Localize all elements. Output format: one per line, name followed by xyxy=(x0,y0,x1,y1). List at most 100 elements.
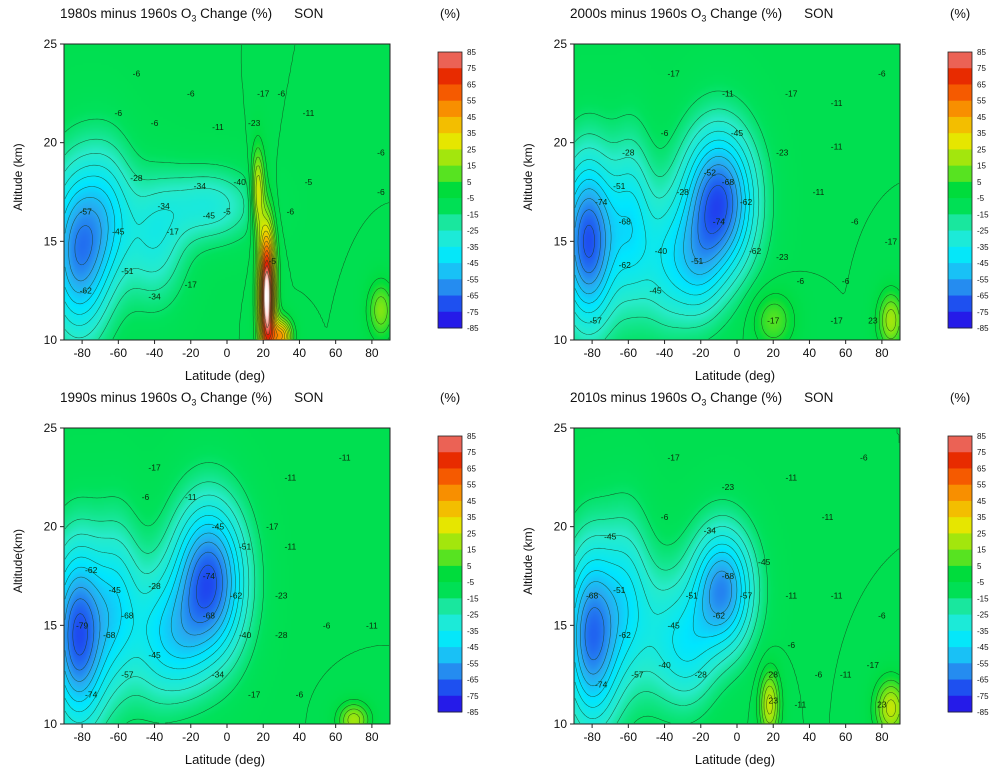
contour-label: -34 xyxy=(157,201,170,211)
contour-label: -45 xyxy=(148,650,161,660)
colorbar-segment xyxy=(438,246,462,264)
colorbar-tick-label: 35 xyxy=(977,129,986,138)
contour-label: -74 xyxy=(713,217,726,227)
x-tick-label: -20 xyxy=(182,730,200,744)
x-tick-label: -80 xyxy=(73,730,91,744)
contour-label: -28 xyxy=(695,670,708,680)
colorbar-segment xyxy=(948,533,972,551)
y-tick-label: 15 xyxy=(44,618,58,632)
contour-label: 23 xyxy=(868,315,878,325)
colorbar-tick-label: 75 xyxy=(467,448,476,457)
contour-label: -6 xyxy=(323,620,331,630)
contour-label: -57 xyxy=(590,315,603,325)
colorbar-segment xyxy=(948,100,972,118)
colorbar-frame xyxy=(947,435,973,713)
colorbar-segment xyxy=(438,263,462,280)
y-tick-label: 25 xyxy=(44,37,58,51)
y-tick-label: 20 xyxy=(44,136,58,150)
contour-label: -11 xyxy=(303,108,315,118)
panel-title: 2010s minus 1960s O3 Change (%) SON xyxy=(570,390,834,408)
colorbar-tick-label: -55 xyxy=(977,275,989,284)
contour-label: -45 xyxy=(203,211,216,221)
contour-label: 28 xyxy=(768,670,778,680)
field-image xyxy=(574,428,900,724)
colorbar-tick-label: 75 xyxy=(467,64,476,73)
x-tick-label: -80 xyxy=(583,730,601,744)
x-tick-label: -40 xyxy=(146,730,164,744)
contour-label: -17 xyxy=(885,236,898,246)
colorbar-segment xyxy=(438,630,462,648)
contour-label: -51 xyxy=(686,591,699,601)
contour-label: -17 xyxy=(785,88,798,98)
contour-label: -40 xyxy=(658,660,671,670)
contour-label: -57 xyxy=(80,207,93,217)
colorbar-frame xyxy=(437,51,463,329)
contour-label: -6 xyxy=(142,492,150,502)
x-axis-label: Latitude (deg) xyxy=(184,752,266,767)
contour-plot: -74 -68 -51 -62 -57 -45 -40 -28 -28 -51 -52 -68 -74 -… xyxy=(554,37,989,360)
colorbar-tick-label: -35 xyxy=(977,627,989,636)
y-tick-label: 20 xyxy=(554,136,568,150)
colorbar-tick-label: 55 xyxy=(467,97,476,106)
colorbar-tick-label: -75 xyxy=(467,692,479,701)
contour-label: -52 xyxy=(704,167,717,177)
contour-label: -51 xyxy=(613,181,626,191)
contour-label: -6 xyxy=(788,640,796,650)
colorbar-tick-label: -85 xyxy=(467,324,479,333)
x-tick-label: 20 xyxy=(257,730,271,744)
colorbar-segment xyxy=(948,663,972,681)
contour-label: -17 xyxy=(667,453,680,463)
colorbar-tick-label: -85 xyxy=(977,708,989,717)
contour-label: -11 xyxy=(185,492,197,502)
contour-label: -17 xyxy=(266,522,279,532)
colorbar-segment xyxy=(438,614,462,632)
colorbar-segment xyxy=(438,598,462,616)
y-tick-label: 15 xyxy=(44,234,58,248)
contour-label: -17 xyxy=(830,315,843,325)
contour-label: -62 xyxy=(740,197,753,207)
contour-label: -11 xyxy=(285,541,297,551)
contour-label: -17 xyxy=(148,462,161,472)
colorbar-segment xyxy=(948,582,972,599)
contour-label: -23 xyxy=(722,482,735,492)
contour-label: -5 xyxy=(223,207,231,217)
contour-plot: -68 -51 -62 -74 -57 -40 -45 -51 -68 -57 -62 -45 -34 -… xyxy=(554,421,989,744)
x-axis-label: Latitude (deg) xyxy=(694,368,776,383)
contour-label: -11 xyxy=(831,142,843,152)
y-tick-label: 20 xyxy=(44,520,58,534)
colorbar-tick-label: -5 xyxy=(467,578,475,587)
colorbar-segment xyxy=(948,311,972,329)
x-tick-label: 80 xyxy=(365,730,379,744)
contour-label: -79 xyxy=(76,620,89,630)
colorbar-segment xyxy=(438,565,462,583)
contour-label: -6 xyxy=(151,118,159,128)
contour-label: -34 xyxy=(194,181,207,191)
contour-lines xyxy=(574,90,900,340)
colorbar-segment xyxy=(948,84,972,102)
y-tick-label: 10 xyxy=(44,717,58,731)
colorbar-title: (%) xyxy=(950,390,971,405)
contour-label: -17 xyxy=(767,315,780,325)
y-tick-label: 15 xyxy=(554,234,568,248)
x-tick-label: 0 xyxy=(734,730,741,744)
colorbar-tick-label: -75 xyxy=(467,308,479,317)
colorbar-tick-label: 85 xyxy=(467,432,476,441)
contour-label: -74 xyxy=(203,571,216,581)
contour-label: -6 xyxy=(878,69,886,79)
contour-lines xyxy=(574,429,900,724)
colorbar-tick-label: -25 xyxy=(467,227,479,236)
colorbar-tick-label: 85 xyxy=(977,48,986,57)
colorbar-segment xyxy=(948,295,972,313)
panel-title: 1990s minus 1960s O3 Change (%) SON xyxy=(60,390,324,408)
contour-label: -11 xyxy=(786,591,798,601)
colorbar-segment xyxy=(438,279,462,297)
x-tick-label: 60 xyxy=(329,346,343,360)
contour-label: -34 xyxy=(212,670,225,680)
colorbar-tick-label: -55 xyxy=(977,659,989,668)
y-tick-label: 25 xyxy=(554,37,568,51)
contour-label: -45 xyxy=(731,128,744,138)
colorbar-tick-label: 25 xyxy=(467,529,476,538)
contour-label: -6 xyxy=(851,217,859,227)
colorbar-segment xyxy=(948,68,972,85)
x-tick-label: -40 xyxy=(656,730,674,744)
